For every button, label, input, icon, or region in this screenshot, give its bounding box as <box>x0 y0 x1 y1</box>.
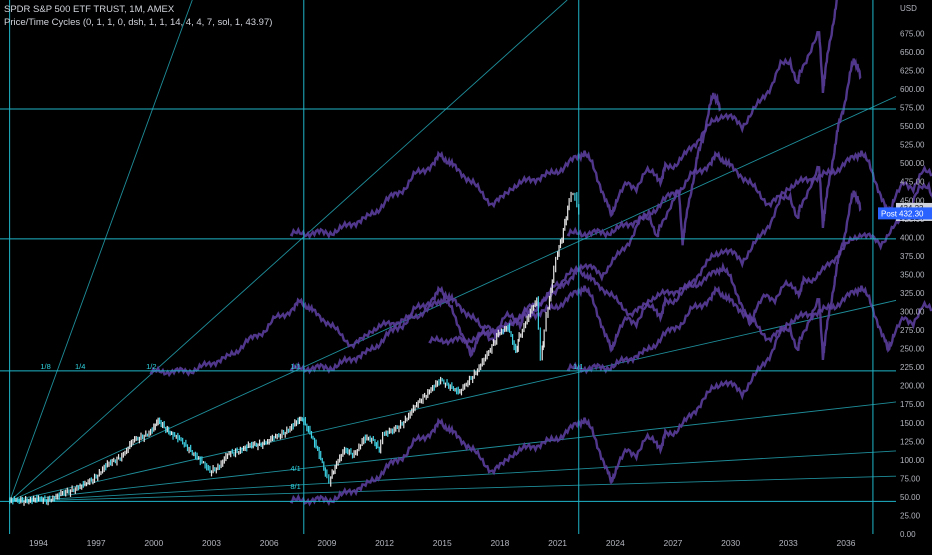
fan-line-1 <box>9 0 193 502</box>
fan-line-4 <box>9 401 897 502</box>
y-tick-2: 50.00 <box>900 493 921 502</box>
y-tick-11: 275.00 <box>900 326 925 335</box>
y-tick-3: 75.00 <box>900 474 921 483</box>
price-tags-layer: 434.239d 21hPost432.30 <box>878 202 932 222</box>
projection-series-2 <box>289 190 862 507</box>
y-tick-5: 125.00 <box>900 437 925 446</box>
x-tick-1: 1997 <box>87 538 106 548</box>
projection-series-0 <box>289 58 862 375</box>
x-tick-9: 2021 <box>548 538 567 548</box>
x-tick-8: 2018 <box>490 538 509 548</box>
y-tick-20: 500.00 <box>900 159 925 168</box>
y-tick-22: 550.00 <box>900 122 925 131</box>
x-tick-3: 2003 <box>202 538 221 548</box>
y-tick-27: 675.00 <box>900 29 925 38</box>
y-tick-23: 575.00 <box>900 104 925 113</box>
y-tick-10: 250.00 <box>900 345 925 354</box>
y-tick-0: 0.00 <box>900 530 916 539</box>
post-price: 432.30 <box>899 209 924 218</box>
y-tick-13: 325.00 <box>900 289 925 298</box>
y-tick-12: 300.00 <box>900 308 925 317</box>
fan-labels-layer: 1/8 1/4 1/2 1/1 1/1 4/1 8/1 <box>40 362 583 491</box>
fan-label-1: 1/4 <box>75 362 85 371</box>
fan-line-6 <box>9 475 897 502</box>
y-tick-24: 600.00 <box>900 85 925 94</box>
price-layer <box>9 191 580 506</box>
x-tick-0: 1994 <box>29 538 48 548</box>
projection-series-3 <box>566 285 932 375</box>
fan-label-2: 1/2 <box>146 362 156 371</box>
fan-line-5 <box>9 450 897 502</box>
fan-label-6: 8/1 <box>290 482 300 491</box>
post-price-tag-bg <box>878 207 932 220</box>
y-tick-7: 175.00 <box>900 400 925 409</box>
x-tick-4: 2006 <box>260 538 279 548</box>
x-tick-12: 2030 <box>721 538 740 548</box>
projection-series-6 <box>428 181 932 347</box>
chart-header: SPDR S&P 500 ETF TRUST, 1M, AMEX Price/T… <box>4 3 272 29</box>
y-tick-16: 400.00 <box>900 233 925 242</box>
y-tick-4: 100.00 <box>900 456 925 465</box>
x-tick-14: 2036 <box>837 538 856 548</box>
fan-label-0: 1/8 <box>40 362 50 371</box>
projection-series-1 <box>289 0 838 240</box>
x-tick-10: 2024 <box>606 538 625 548</box>
x-tick-13: 2033 <box>779 538 798 548</box>
y-tick-1: 25.00 <box>900 511 921 520</box>
y-axis-unit: USD <box>900 4 917 13</box>
y-tick-9: 225.00 <box>900 363 925 372</box>
fan-label-5: 4/1 <box>290 464 300 473</box>
symbol-title[interactable]: SPDR S&P 500 ETF TRUST, 1M, AMEX <box>4 4 175 15</box>
y-tick-25: 625.00 <box>900 66 925 75</box>
fan-label-4: 1/1 <box>573 362 583 371</box>
x-tick-2: 2000 <box>144 538 163 548</box>
y-tick-18: 450.00 <box>900 196 925 205</box>
post-label: Post <box>881 209 898 218</box>
vertical-cycles-layer <box>9 0 874 534</box>
y-tick-15: 375.00 <box>900 252 925 261</box>
fan-line-0 <box>9 0 568 502</box>
y-tick-8: 200.00 <box>900 382 925 391</box>
indicator-legend[interactable]: Price/Time Cycles (0, 1, 1, 0, dsh, 1, 1… <box>4 17 273 28</box>
x-tick-11: 2027 <box>664 538 683 548</box>
x-tick-6: 2012 <box>375 538 394 548</box>
y-tick-6: 150.00 <box>900 419 925 428</box>
horizontal-levels-layer <box>0 108 896 502</box>
fan-line-3 <box>9 299 897 502</box>
x-axis[interactable]: 1994 1997 2000 2003 2006 2009 2012 2015 2018 2021… <box>29 538 856 548</box>
y-tick-26: 650.00 <box>900 48 925 57</box>
projection-layer <box>149 0 932 507</box>
y-tick-19: 475.00 <box>900 178 925 187</box>
y-tick-14: 350.00 <box>900 270 925 279</box>
x-tick-7: 2015 <box>433 538 452 548</box>
fan-label-3: 1/1 <box>290 362 300 371</box>
y-tick-21: 525.00 <box>900 141 925 150</box>
x-tick-5: 2009 <box>317 538 336 548</box>
y-axis[interactable]: 0.00 25.00 50.00 75.00 100.00 125.00 150.00 175… <box>900 4 925 539</box>
